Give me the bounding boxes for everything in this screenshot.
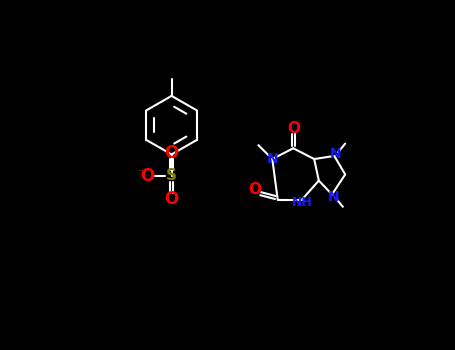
Text: NH: NH: [291, 196, 312, 209]
Text: S: S: [166, 168, 177, 183]
Text: O: O: [140, 167, 154, 185]
Text: N: N: [330, 147, 342, 161]
Text: O: O: [248, 182, 261, 197]
Text: N: N: [267, 152, 278, 166]
Text: O: O: [164, 190, 179, 208]
Text: N: N: [328, 190, 339, 204]
Text: O: O: [164, 144, 179, 162]
Text: ⁻: ⁻: [137, 168, 143, 178]
Text: O: O: [287, 121, 300, 136]
